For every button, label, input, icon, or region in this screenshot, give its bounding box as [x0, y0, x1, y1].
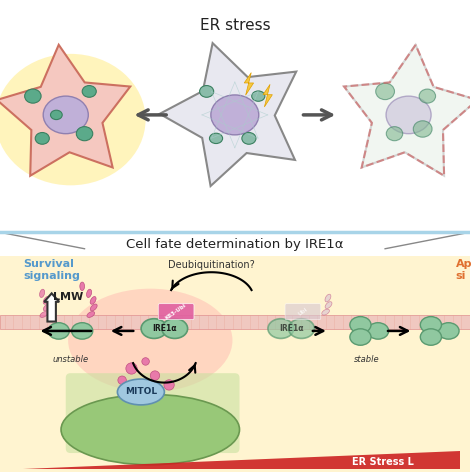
Ellipse shape [210, 133, 223, 144]
Ellipse shape [141, 319, 167, 338]
Ellipse shape [40, 311, 48, 318]
Ellipse shape [72, 323, 93, 339]
Ellipse shape [43, 96, 88, 134]
Text: Cell fate determination by IRE1α: Cell fate determination by IRE1α [126, 237, 344, 251]
Ellipse shape [0, 54, 146, 185]
Ellipse shape [35, 133, 49, 144]
Polygon shape [344, 45, 474, 176]
Ellipse shape [40, 289, 45, 298]
Text: K63-Ubi: K63-Ubi [164, 302, 188, 321]
Ellipse shape [118, 379, 164, 405]
Ellipse shape [350, 317, 371, 333]
Ellipse shape [242, 133, 256, 144]
Ellipse shape [325, 294, 331, 302]
Text: IRE1α: IRE1α [279, 324, 303, 333]
FancyBboxPatch shape [0, 256, 470, 472]
Circle shape [118, 376, 127, 384]
FancyArrow shape [44, 293, 59, 321]
Ellipse shape [48, 323, 69, 339]
Text: LMW: LMW [53, 292, 83, 302]
Text: Deubiquitination?: Deubiquitination? [168, 260, 255, 270]
Ellipse shape [419, 89, 436, 103]
Ellipse shape [82, 85, 96, 97]
Ellipse shape [76, 127, 93, 141]
FancyBboxPatch shape [158, 304, 194, 319]
Ellipse shape [61, 394, 239, 465]
FancyBboxPatch shape [66, 373, 239, 453]
Polygon shape [263, 84, 273, 107]
Ellipse shape [25, 89, 41, 103]
Ellipse shape [91, 304, 97, 311]
Ellipse shape [87, 289, 91, 298]
Ellipse shape [413, 121, 432, 137]
Text: MITOL: MITOL [125, 387, 157, 396]
Text: Survival
signaling: Survival signaling [24, 259, 81, 281]
Ellipse shape [43, 304, 50, 311]
Ellipse shape [289, 319, 314, 338]
Ellipse shape [350, 329, 371, 345]
Polygon shape [160, 43, 296, 186]
Text: stable: stable [354, 355, 379, 364]
Text: Ap
si: Ap si [456, 259, 472, 281]
Ellipse shape [420, 317, 441, 333]
Ellipse shape [211, 95, 259, 135]
Ellipse shape [420, 329, 441, 345]
Ellipse shape [438, 323, 459, 339]
Circle shape [164, 380, 174, 390]
Ellipse shape [367, 323, 389, 339]
Ellipse shape [200, 85, 214, 97]
Text: IRE1α: IRE1α [152, 324, 177, 333]
FancyBboxPatch shape [285, 304, 321, 319]
Ellipse shape [268, 319, 294, 338]
Ellipse shape [386, 96, 431, 134]
Ellipse shape [252, 91, 265, 101]
Ellipse shape [325, 301, 332, 309]
Text: unstable: unstable [53, 355, 89, 364]
Ellipse shape [68, 289, 232, 392]
Ellipse shape [80, 282, 84, 291]
Circle shape [126, 363, 137, 374]
Polygon shape [24, 451, 460, 469]
Ellipse shape [322, 309, 329, 315]
FancyBboxPatch shape [0, 2, 470, 261]
Ellipse shape [376, 83, 394, 100]
Ellipse shape [90, 297, 96, 304]
Text: ER stress: ER stress [200, 18, 270, 33]
Ellipse shape [386, 127, 403, 141]
Ellipse shape [162, 319, 188, 338]
Ellipse shape [87, 311, 95, 318]
Polygon shape [0, 45, 130, 176]
Circle shape [150, 371, 160, 380]
Text: Ubi: Ubi [297, 307, 309, 317]
Polygon shape [244, 73, 254, 95]
Circle shape [142, 358, 149, 365]
Ellipse shape [43, 297, 49, 304]
Ellipse shape [51, 110, 62, 119]
FancyBboxPatch shape [0, 315, 470, 328]
Text: ER Stress L: ER Stress L [352, 457, 414, 467]
